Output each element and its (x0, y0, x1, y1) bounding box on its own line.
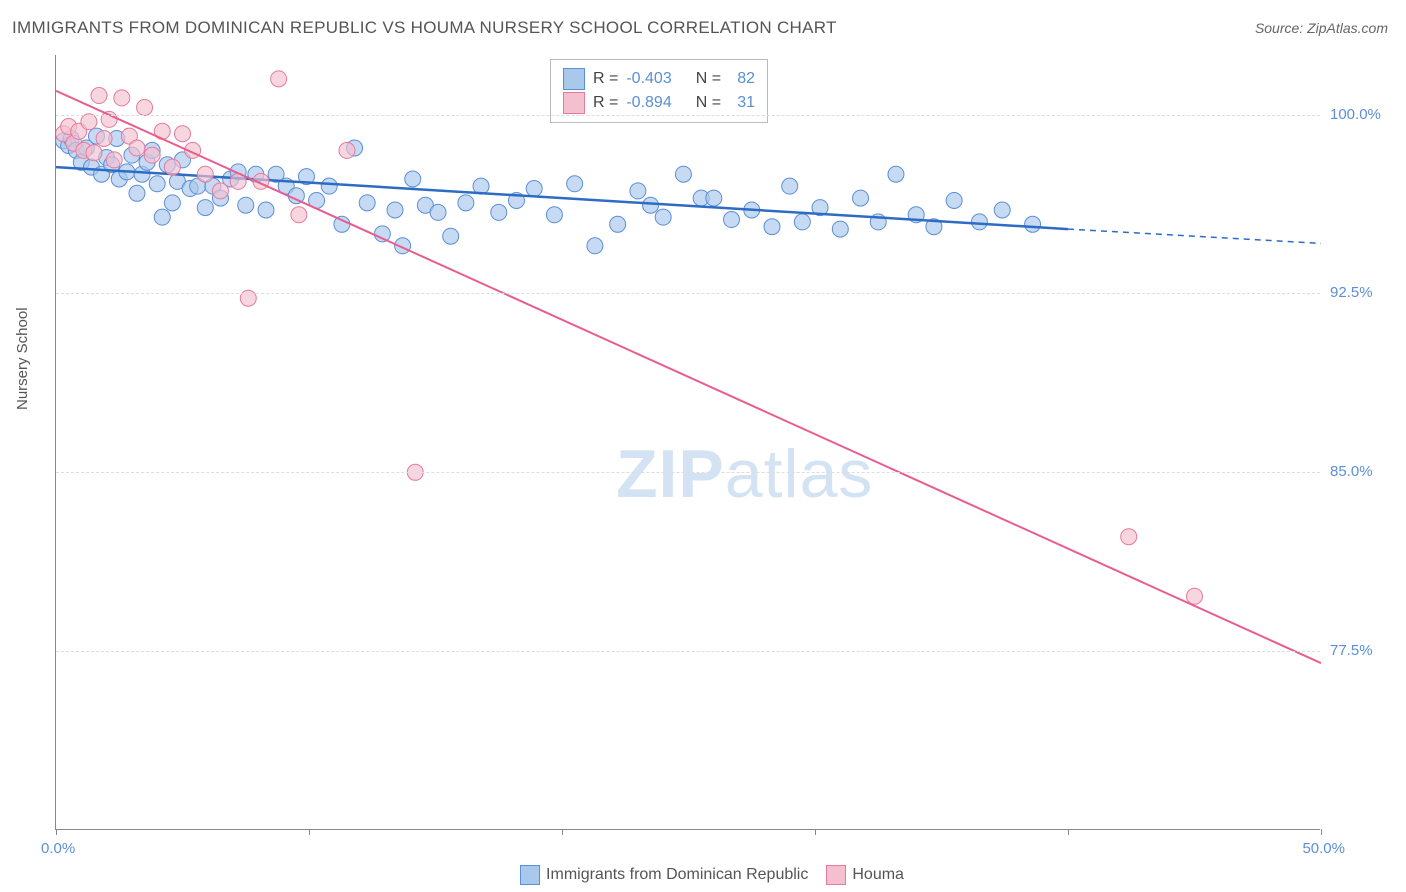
scatter-point-houma (339, 142, 355, 158)
x-tick-mark (1321, 829, 1322, 835)
scatter-point-houma (96, 130, 112, 146)
scatter-point-dominican (724, 212, 740, 228)
scatter-point-dominican (675, 166, 691, 182)
scatter-point-dominican (832, 221, 848, 237)
gridline-h (56, 293, 1320, 294)
scatter-point-dominican (643, 197, 659, 213)
x-tick-mark (56, 829, 57, 835)
scatter-point-dominican (1025, 216, 1041, 232)
r-label: R = (593, 70, 618, 88)
x-tick-mark (562, 829, 563, 835)
x-tick-mark (1068, 829, 1069, 835)
x-tick-mark (309, 829, 310, 835)
scatter-point-dominican (853, 190, 869, 206)
scatter-point-houma (1121, 529, 1137, 545)
plot-area: ZIPatlas R =-0.403N =82R =-0.894N =31 0.… (55, 55, 1320, 830)
r-value: -0.894 (626, 94, 671, 112)
scatter-point-houma (212, 183, 228, 199)
scatter-point-dominican (610, 216, 626, 232)
scatter-point-dominican (321, 178, 337, 194)
scatter-point-dominican (994, 202, 1010, 218)
scatter-point-dominican (526, 181, 542, 197)
gridline-h (56, 651, 1320, 652)
x-tick-max: 50.0% (1302, 840, 1345, 857)
scatter-point-dominican (430, 204, 446, 220)
legend-swatch-icon (563, 68, 585, 90)
scatter-point-houma (1187, 588, 1203, 604)
regression-line-dash-dominican (1068, 229, 1321, 243)
plot-svg (56, 55, 1321, 830)
y-tick-label: 85.0% (1330, 463, 1390, 480)
scatter-point-houma (129, 140, 145, 156)
gridline-h (56, 472, 1320, 473)
scatter-point-houma (81, 114, 97, 130)
legend-series-label: Immigrants from Dominican Republic (546, 866, 808, 883)
legend-swatch-icon (563, 92, 585, 114)
stats-legend-row-houma: R = -0.894 N = 31 (563, 92, 755, 114)
stats-legend: R = -0.403 N = 82 R = -0.894 N = 31 (550, 59, 768, 123)
scatter-point-dominican (238, 197, 254, 213)
scatter-point-dominican (546, 207, 562, 223)
scatter-point-houma (197, 166, 213, 182)
y-tick-label: 92.5% (1330, 284, 1390, 301)
scatter-point-dominican (782, 178, 798, 194)
x-tick-min: 0.0% (41, 840, 75, 857)
chart-container: IMMIGRANTS FROM DOMINICAN REPUBLIC VS HO… (0, 0, 1406, 892)
scatter-point-dominican (258, 202, 274, 218)
scatter-point-houma (137, 99, 153, 115)
scatter-point-dominican (458, 195, 474, 211)
scatter-point-dominican (197, 200, 213, 216)
scatter-point-dominican (359, 195, 375, 211)
legend-series-label: Houma (852, 866, 904, 883)
scatter-point-dominican (164, 195, 180, 211)
scatter-point-dominican (764, 219, 780, 235)
n-value: 82 (729, 70, 755, 88)
scatter-point-dominican (794, 214, 810, 230)
r-label: R = (593, 94, 618, 112)
source-label: Source: ZipAtlas.com (1255, 20, 1388, 36)
scatter-point-houma (291, 207, 307, 223)
scatter-point-dominican (129, 185, 145, 201)
x-tick-mark (815, 829, 816, 835)
scatter-point-houma (144, 147, 160, 163)
scatter-point-dominican (655, 209, 671, 225)
series-legend: Immigrants from Dominican Republic Houma (0, 865, 1406, 885)
scatter-point-dominican (587, 238, 603, 254)
n-label: N = (696, 70, 721, 88)
scatter-point-dominican (149, 176, 165, 192)
y-axis-label: Nursery School (14, 307, 31, 410)
scatter-point-dominican (946, 192, 962, 208)
legend-swatch-icon (826, 865, 846, 885)
scatter-point-dominican (971, 214, 987, 230)
scatter-point-houma (164, 159, 180, 175)
n-label: N = (696, 94, 721, 112)
stats-legend-row-dominican: R = -0.403 N = 82 (563, 68, 755, 90)
chart-title: IMMIGRANTS FROM DOMINICAN REPUBLIC VS HO… (12, 18, 837, 38)
scatter-point-houma (106, 152, 122, 168)
scatter-point-houma (114, 90, 130, 106)
scatter-point-dominican (443, 228, 459, 244)
gridline-h (56, 115, 1320, 116)
scatter-point-dominican (154, 209, 170, 225)
scatter-point-houma (86, 145, 102, 161)
scatter-point-dominican (567, 176, 583, 192)
n-value: 31 (729, 94, 755, 112)
r-value: -0.403 (626, 70, 671, 88)
y-tick-label: 77.5% (1330, 642, 1390, 659)
scatter-point-dominican (387, 202, 403, 218)
scatter-point-houma (175, 126, 191, 142)
scatter-point-dominican (405, 171, 421, 187)
scatter-point-dominican (706, 190, 722, 206)
scatter-point-dominican (888, 166, 904, 182)
scatter-point-dominican (630, 183, 646, 199)
y-tick-label: 100.0% (1330, 106, 1390, 123)
scatter-point-houma (91, 88, 107, 104)
scatter-point-houma (271, 71, 287, 87)
scatter-point-dominican (334, 216, 350, 232)
scatter-point-dominican (491, 204, 507, 220)
legend-swatch-icon (520, 865, 540, 885)
